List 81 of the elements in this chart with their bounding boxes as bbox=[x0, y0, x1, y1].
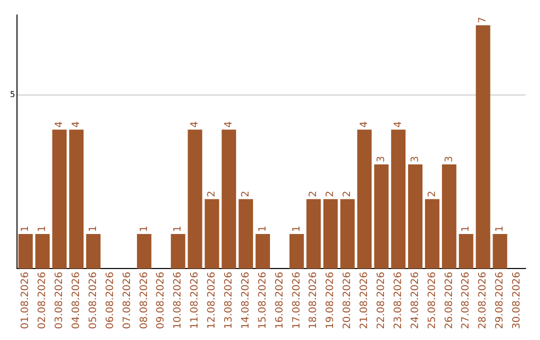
x-tick-label: 25.08.2026 bbox=[426, 272, 438, 330]
data-label: 2 bbox=[308, 190, 320, 198]
x-tick-label: 27.08.2026 bbox=[460, 272, 472, 330]
x-tick-label: 22.08.2026 bbox=[376, 272, 387, 330]
bar bbox=[170, 234, 186, 269]
x-tick-label: 19.08.2026 bbox=[325, 272, 336, 330]
x-tick-label: 30.08.2026 bbox=[512, 272, 523, 330]
data-label: 2 bbox=[342, 190, 354, 198]
data-label: 2 bbox=[325, 190, 336, 198]
x-tick-label: 24.08.2026 bbox=[410, 272, 421, 330]
x-tick-label: 04.08.2026 bbox=[70, 272, 82, 330]
x-tick-label: 11.08.2026 bbox=[190, 272, 201, 330]
bar bbox=[204, 199, 220, 269]
bar bbox=[238, 199, 254, 269]
bar bbox=[391, 130, 406, 269]
bar bbox=[35, 234, 50, 269]
x-tick-label: 13.08.2026 bbox=[223, 272, 234, 330]
bar bbox=[222, 130, 236, 269]
x-tick-label: 17.08.2026 bbox=[291, 272, 302, 330]
data-label: 2 bbox=[206, 190, 218, 198]
bar bbox=[136, 234, 152, 269]
data-label: 1 bbox=[88, 226, 99, 232]
bar bbox=[458, 234, 474, 269]
x-tick-label: 01.08.2026 bbox=[20, 272, 32, 330]
data-label: 4 bbox=[190, 121, 201, 128]
data-label: 3 bbox=[410, 156, 421, 162]
bar bbox=[188, 130, 202, 269]
x-tick-label: 28.08.2026 bbox=[478, 272, 489, 330]
data-label: 4 bbox=[359, 121, 370, 128]
x-tick-label: 14.08.2026 bbox=[240, 272, 252, 330]
data-label: 1 bbox=[460, 226, 472, 232]
x-tick-label: 15.08.2026 bbox=[257, 272, 268, 330]
bar bbox=[492, 234, 508, 269]
bar bbox=[476, 25, 490, 269]
bar bbox=[408, 164, 422, 269]
bar bbox=[18, 234, 33, 269]
data-label: 1 bbox=[494, 226, 506, 232]
bar bbox=[69, 130, 84, 269]
x-tick-label: 12.08.2026 bbox=[206, 272, 218, 330]
y-tick-label: 5 bbox=[10, 90, 16, 99]
x-tick-label: 23.08.2026 bbox=[392, 272, 404, 330]
x-tick-label: 20.08.2026 bbox=[342, 272, 354, 330]
bar bbox=[340, 199, 355, 269]
data-label: 1 bbox=[291, 226, 302, 232]
data-label: 1 bbox=[138, 226, 150, 232]
data-label: 1 bbox=[172, 226, 184, 232]
x-tick-label: 29.08.2026 bbox=[494, 272, 506, 330]
x-tick-label: 10.08.2026 bbox=[172, 272, 184, 330]
data-label: 7 bbox=[478, 16, 489, 24]
x-tick-label: 18.08.2026 bbox=[308, 272, 320, 330]
bar bbox=[289, 234, 304, 269]
data-label: 1 bbox=[37, 226, 48, 232]
x-tick-label: 05.08.2026 bbox=[88, 272, 99, 330]
data-label: 3 bbox=[444, 156, 455, 162]
x-tick-label: 07.08.2026 bbox=[122, 272, 133, 330]
x-tick-label: 03.08.2026 bbox=[54, 272, 66, 330]
bar bbox=[52, 130, 67, 269]
data-label: 2 bbox=[240, 190, 252, 198]
data-label: 4 bbox=[392, 121, 404, 128]
x-tick-label: 26.08.2026 bbox=[444, 272, 455, 330]
x-tick-label: 06.08.2026 bbox=[104, 272, 116, 330]
data-label: 4 bbox=[70, 121, 82, 128]
data-label: 3 bbox=[376, 156, 387, 162]
data-label: 1 bbox=[20, 226, 32, 232]
bar bbox=[323, 199, 338, 269]
bar bbox=[256, 234, 270, 269]
bar bbox=[442, 164, 456, 269]
x-tick-label: 21.08.2026 bbox=[359, 272, 370, 330]
bar bbox=[374, 164, 389, 269]
data-label: 1 bbox=[257, 226, 268, 232]
data-label: 4 bbox=[223, 121, 234, 128]
x-tick-label: 09.08.2026 bbox=[156, 272, 167, 330]
x-tick-label: 08.08.2026 bbox=[138, 272, 150, 330]
bar bbox=[306, 199, 321, 269]
x-tick-label: 16.08.2026 bbox=[274, 272, 286, 330]
data-label: 2 bbox=[426, 190, 438, 198]
bar bbox=[425, 199, 440, 269]
x-tick-label: 02.08.2026 bbox=[37, 272, 48, 330]
data-label: 4 bbox=[54, 121, 66, 128]
bar bbox=[86, 234, 101, 269]
bar bbox=[357, 130, 372, 269]
